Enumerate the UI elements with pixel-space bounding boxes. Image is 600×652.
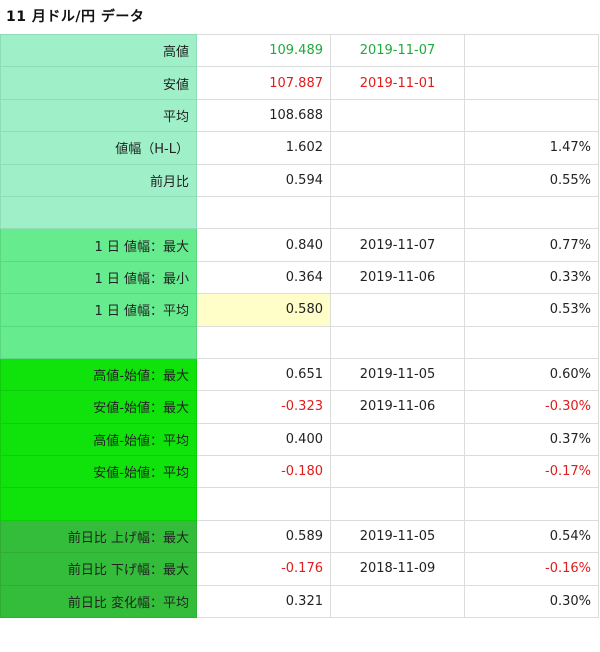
table-row-spacer — [0, 195, 599, 230]
usdjpy-data-table: 高値 109.489 2019-11-07 安値 107.887 2019-11… — [0, 33, 599, 619]
row-label: 高値 — [0, 33, 197, 68]
table-row-daily-range-max: 1 日 値幅：最大 0.840 2019-11-07 0.77% — [0, 228, 599, 262]
table-row-low: 安値 107.887 2019-11-01 — [0, 66, 599, 100]
value-cell-highlighted: 0.580 — [196, 293, 331, 327]
percent-cell: 1.47% — [464, 131, 599, 165]
date-cell — [330, 584, 465, 619]
value-cell: -0.180 — [196, 455, 331, 489]
percent-cell: -0.16% — [464, 552, 599, 586]
percent-cell — [464, 325, 599, 359]
row-label — [0, 195, 197, 230]
percent-cell: -0.30% — [464, 390, 599, 424]
date-cell — [330, 131, 465, 165]
table-row-high-open-avg: 高値-始値：平均 0.400 0.37% — [0, 422, 599, 457]
table-row-prev-day-change-avg: 前日比 変化幅：平均 0.321 0.30% — [0, 584, 599, 619]
date-cell — [330, 422, 465, 457]
row-label: 高値-始値：最大 — [0, 357, 197, 392]
value-cell: 109.489 — [196, 33, 331, 68]
value-cell: -0.176 — [196, 552, 331, 586]
date-cell: 2019-11-01 — [330, 66, 465, 100]
percent-cell: 0.77% — [464, 228, 599, 262]
value-cell: 107.887 — [196, 66, 331, 100]
percent-cell: 0.55% — [464, 163, 599, 197]
value-cell: 1.602 — [196, 131, 331, 165]
value-cell: 0.400 — [196, 422, 331, 457]
row-label: 前日比 上げ幅：最大 — [0, 519, 197, 554]
row-label: 前日比 下げ幅：最大 — [0, 552, 197, 586]
row-label: 1 日 値幅：最大 — [0, 228, 197, 262]
page-title: 11 月ドル/円 データ — [6, 9, 145, 25]
row-label: 高値-始値：平均 — [0, 422, 197, 457]
percent-cell: 0.33% — [464, 260, 599, 295]
row-label: 前月比 — [0, 163, 197, 197]
table-row-spacer — [0, 487, 599, 521]
value-cell: 0.321 — [196, 584, 331, 619]
row-label: 安値-始値：平均 — [0, 455, 197, 489]
row-label: 前日比 変化幅：平均 — [0, 584, 197, 619]
percent-cell: 0.37% — [464, 422, 599, 457]
percent-cell: 0.54% — [464, 519, 599, 554]
percent-cell: 0.60% — [464, 357, 599, 392]
row-label: 平均 — [0, 98, 197, 133]
value-cell: 0.589 — [196, 519, 331, 554]
value-cell: 0.651 — [196, 357, 331, 392]
percent-cell — [464, 487, 599, 521]
date-cell: 2019-11-05 — [330, 357, 465, 392]
value-cell — [196, 487, 331, 521]
value-cell: -0.323 — [196, 390, 331, 424]
percent-cell — [464, 66, 599, 100]
date-cell — [330, 293, 465, 327]
table-row-daily-range-avg: 1 日 値幅：平均 0.580 0.53% — [0, 293, 599, 327]
table-row-prev-day-down-max: 前日比 下げ幅：最大 -0.176 2018-11-09 -0.16% — [0, 552, 599, 586]
date-cell — [330, 325, 465, 359]
table-row-high-open-max: 高値-始値：最大 0.651 2019-11-05 0.60% — [0, 357, 599, 392]
table-row-high: 高値 109.489 2019-11-07 — [0, 33, 599, 68]
value-cell: 0.840 — [196, 228, 331, 262]
table-row-average: 平均 108.688 — [0, 98, 599, 133]
value-cell: 108.688 — [196, 98, 331, 133]
table-row-range: 値幅（H-L） 1.602 1.47% — [0, 131, 599, 165]
percent-cell: 0.53% — [464, 293, 599, 327]
date-cell: 2018-11-09 — [330, 552, 465, 586]
date-cell — [330, 195, 465, 230]
row-label: 1 日 値幅：最小 — [0, 260, 197, 295]
table-row-prev-day-up-max: 前日比 上げ幅：最大 0.589 2019-11-05 0.54% — [0, 519, 599, 554]
row-label — [0, 325, 197, 359]
percent-cell: 0.30% — [464, 584, 599, 619]
date-cell — [330, 98, 465, 133]
percent-cell — [464, 98, 599, 133]
date-cell — [330, 455, 465, 489]
table-row-low-open-avg: 安値-始値：平均 -0.180 -0.17% — [0, 455, 599, 489]
percent-cell — [464, 33, 599, 68]
date-cell: 2019-11-05 — [330, 519, 465, 554]
table-row-daily-range-min: 1 日 値幅：最小 0.364 2019-11-06 0.33% — [0, 260, 599, 295]
date-cell — [330, 163, 465, 197]
date-cell — [330, 487, 465, 521]
percent-cell: -0.17% — [464, 455, 599, 489]
row-label: 安値-始値：最大 — [0, 390, 197, 424]
table-row-spacer — [0, 325, 599, 359]
table-row-low-open-max: 安値-始値：最大 -0.323 2019-11-06 -0.30% — [0, 390, 599, 424]
row-label: 値幅（H-L） — [0, 131, 197, 165]
value-cell: 0.594 — [196, 163, 331, 197]
percent-cell — [464, 195, 599, 230]
row-label: 安値 — [0, 66, 197, 100]
date-cell: 2019-11-06 — [330, 390, 465, 424]
value-cell: 0.364 — [196, 260, 331, 295]
date-cell: 2019-11-06 — [330, 260, 465, 295]
table-row-month-change: 前月比 0.594 0.55% — [0, 163, 599, 197]
value-cell — [196, 325, 331, 359]
date-cell: 2019-11-07 — [330, 33, 465, 68]
value-cell — [196, 195, 331, 230]
date-cell: 2019-11-07 — [330, 228, 465, 262]
row-label: 1 日 値幅：平均 — [0, 293, 197, 327]
row-label — [0, 487, 197, 521]
